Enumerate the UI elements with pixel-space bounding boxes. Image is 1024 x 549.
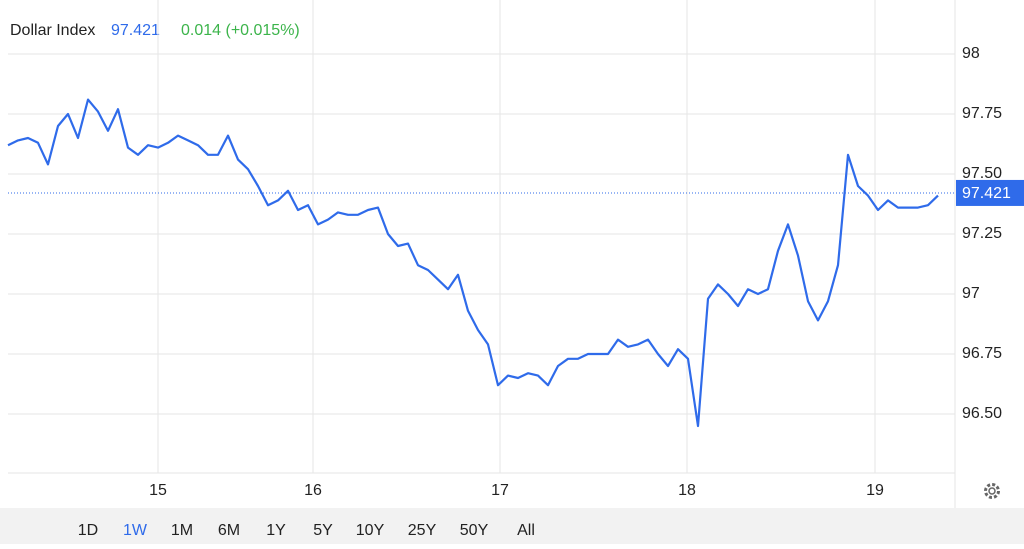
range-button[interactable]: 6M xyxy=(218,522,240,539)
y-tick-label: 96.75 xyxy=(962,345,1002,362)
x-tick-label: 18 xyxy=(678,482,696,499)
y-tick-label: 97.25 xyxy=(962,225,1002,242)
range-button[interactable]: 50Y xyxy=(460,522,489,539)
y-tick-label: 98 xyxy=(962,45,980,62)
chart-title: Dollar Index xyxy=(10,22,95,39)
price-line xyxy=(7,98,939,428)
last-value: 97.421 xyxy=(111,22,160,39)
settings-icon[interactable] xyxy=(984,483,1000,499)
range-button[interactable]: All xyxy=(517,522,535,539)
x-tick-label: 16 xyxy=(304,482,322,499)
range-bar xyxy=(0,508,1024,544)
y-tick-label: 97 xyxy=(962,285,980,302)
range-button[interactable]: 1Y xyxy=(266,522,286,539)
last-value-box xyxy=(956,179,1024,206)
range-button[interactable]: 25Y xyxy=(408,522,437,539)
x-tick-label: 19 xyxy=(866,482,884,499)
last-value-label: 97.421 xyxy=(962,185,1011,202)
range-button[interactable]: 10Y xyxy=(356,522,385,539)
y-tick-label: 96.50 xyxy=(962,405,1002,422)
change: 0.014 (+0.015%) xyxy=(181,22,300,39)
range-button[interactable]: 1M xyxy=(171,522,193,539)
range-button[interactable]: 5Y xyxy=(313,522,333,539)
range-button[interactable]: 1D xyxy=(78,522,98,539)
x-tick-label: 17 xyxy=(491,482,509,499)
range-button[interactable]: 1W xyxy=(123,522,148,539)
y-tick-label: 97.75 xyxy=(962,105,1002,122)
x-tick-label: 15 xyxy=(149,482,167,499)
y-tick-label: 97.50 xyxy=(962,165,1002,182)
